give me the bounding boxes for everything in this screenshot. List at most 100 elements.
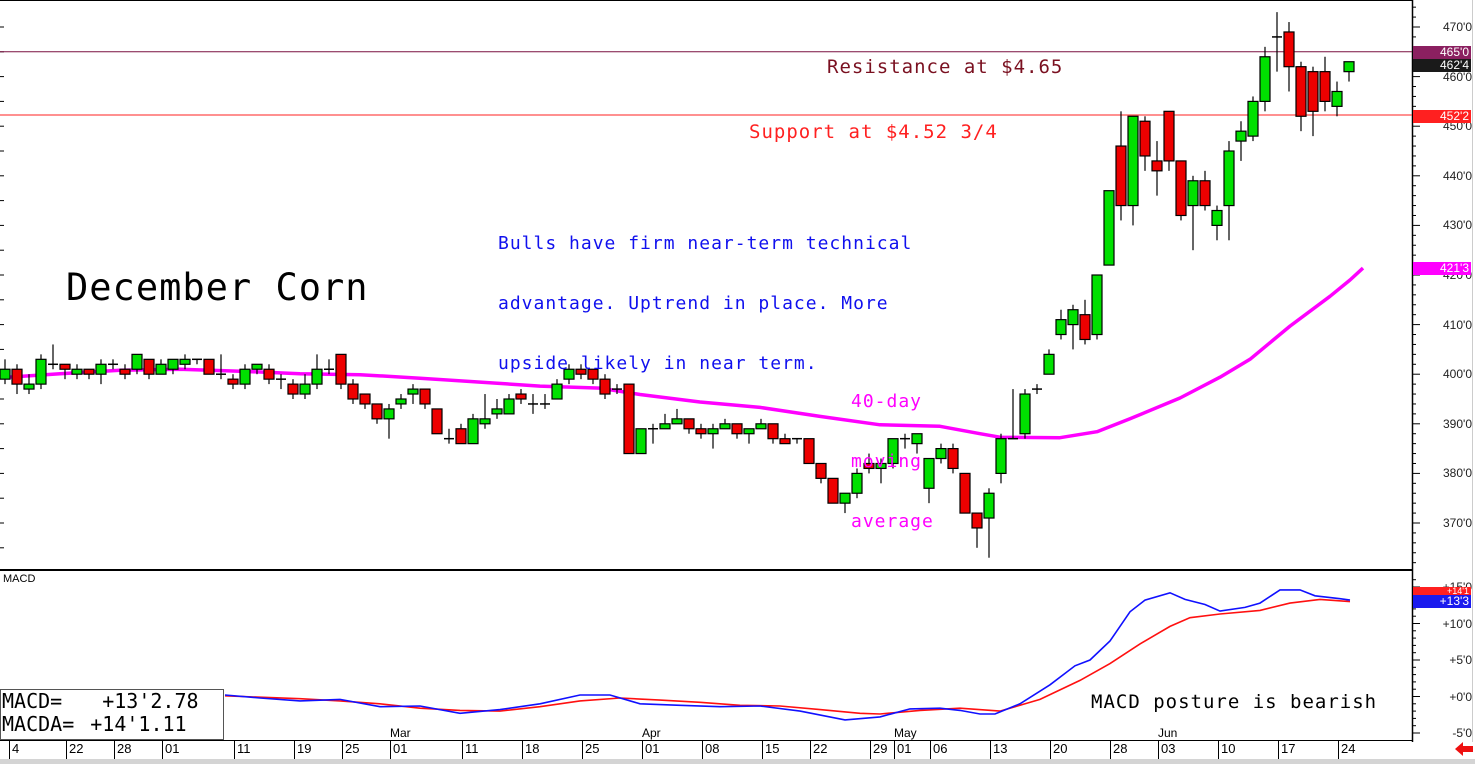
candle-down bbox=[971, 512, 983, 529]
macd-line bbox=[224, 589, 1351, 721]
candle-down bbox=[419, 388, 431, 405]
candle-down bbox=[119, 368, 131, 375]
commentary-text: Bulls have firm near-term technical adva… bbox=[498, 194, 912, 414]
date-label: 22 bbox=[813, 741, 828, 756]
date-tick bbox=[234, 741, 235, 759]
date-label: 01 bbox=[393, 741, 408, 756]
candle-up bbox=[1103, 190, 1115, 266]
candle-up bbox=[563, 368, 575, 380]
macd-readout: MACD= +13'2.78 MACDA= +14'1.11 bbox=[0, 689, 224, 740]
candle-down bbox=[827, 477, 839, 504]
date-label: 18 bbox=[525, 741, 540, 756]
last-price-tag: 462'4 bbox=[1413, 59, 1471, 72]
bottom-scrollbar[interactable] bbox=[0, 759, 1475, 764]
date-tick bbox=[114, 741, 115, 759]
candle-up bbox=[1331, 90, 1343, 107]
date-tick bbox=[810, 741, 811, 759]
ma40-price-tag: 421'3 bbox=[1413, 262, 1471, 275]
candle-down bbox=[83, 368, 95, 375]
candle-up bbox=[491, 408, 503, 415]
candle-up bbox=[1043, 353, 1055, 375]
date-tick bbox=[1110, 741, 1111, 759]
date-tick bbox=[1050, 741, 1051, 759]
candle-up bbox=[479, 418, 491, 425]
date-label: 22 bbox=[69, 741, 84, 756]
candle-down bbox=[143, 358, 155, 375]
moving-average-label: 40-day moving average bbox=[851, 352, 934, 572]
macd-axis-label: +5'0 bbox=[1449, 653, 1472, 667]
date-label: 29 bbox=[873, 741, 888, 756]
candle-up bbox=[1019, 393, 1031, 435]
candle-down bbox=[11, 368, 23, 385]
date-tick bbox=[1338, 741, 1339, 759]
commentary-line: upside likely in near term. bbox=[498, 353, 818, 374]
candle-up bbox=[707, 428, 719, 435]
date-label: 01 bbox=[645, 741, 660, 756]
macd-axis-label: +0'0 bbox=[1449, 689, 1472, 704]
month-label: Jun bbox=[1158, 726, 1178, 740]
candle-down bbox=[767, 423, 779, 440]
date-label: 4 bbox=[12, 741, 20, 756]
candle-down bbox=[803, 438, 815, 465]
candle-down bbox=[455, 428, 467, 445]
candle-up bbox=[407, 388, 419, 395]
candle-up bbox=[395, 398, 407, 405]
macda-line bbox=[224, 598, 1351, 715]
candle-down bbox=[863, 462, 875, 470]
scroll-right-arrow-icon[interactable] bbox=[1455, 742, 1473, 756]
date-label: 28 bbox=[117, 741, 132, 756]
candle-up bbox=[1343, 61, 1355, 73]
date-label: 13 bbox=[993, 741, 1008, 756]
candle-down bbox=[1151, 160, 1163, 172]
candle-up bbox=[1211, 209, 1223, 227]
candle-up bbox=[131, 353, 143, 370]
price-axis-label: 440'0 bbox=[1443, 168, 1472, 183]
candle-down bbox=[1139, 120, 1151, 157]
candle-up bbox=[887, 438, 899, 465]
date-label: 20 bbox=[1053, 741, 1068, 756]
candle-down bbox=[371, 403, 383, 420]
macd-readout-row: MACD= +13'2.78 bbox=[2, 690, 223, 713]
candle-down bbox=[1199, 180, 1211, 207]
candle-up bbox=[743, 428, 755, 435]
date-label: 01 bbox=[165, 741, 180, 756]
candle-up bbox=[0, 368, 11, 380]
price-axis-label: 410'0 bbox=[1443, 317, 1472, 332]
candle-up bbox=[551, 383, 563, 400]
candle-up bbox=[1067, 309, 1079, 326]
candle-up bbox=[179, 358, 191, 365]
date-tick bbox=[642, 741, 643, 759]
date-tick bbox=[162, 741, 163, 759]
date-tick bbox=[522, 741, 523, 759]
candle-up bbox=[671, 418, 683, 425]
candle-down bbox=[1319, 71, 1331, 102]
date-label: 19 bbox=[297, 741, 312, 756]
date-tick bbox=[1158, 741, 1159, 759]
macda-label: MACDA= bbox=[2, 712, 75, 736]
candle-down bbox=[1115, 145, 1127, 207]
date-label: 01 bbox=[897, 741, 912, 756]
macda-value-tag: +14'1 bbox=[1413, 587, 1471, 596]
date-tick bbox=[870, 741, 871, 759]
date-label: 24 bbox=[1341, 741, 1356, 756]
candle-down bbox=[203, 358, 215, 375]
macd-value-tag: +13'3 bbox=[1413, 595, 1471, 608]
candle-up bbox=[923, 457, 935, 489]
candle-up bbox=[1055, 319, 1067, 336]
candle-down bbox=[1307, 71, 1319, 112]
price-axis-label: 430'0 bbox=[1443, 218, 1472, 233]
date-tick bbox=[1278, 741, 1279, 759]
date-tick bbox=[66, 741, 67, 759]
candle-down bbox=[779, 438, 791, 445]
date-tick bbox=[462, 741, 463, 759]
candle-down bbox=[731, 423, 743, 435]
candle-up bbox=[911, 433, 923, 445]
candle-down bbox=[1295, 66, 1307, 117]
candle-up bbox=[503, 398, 515, 415]
price-axis-label: 460'0 bbox=[1443, 69, 1472, 84]
commentary-line: advantage. Uptrend in place. More bbox=[498, 293, 889, 314]
candle-up bbox=[755, 423, 767, 430]
candle-down bbox=[575, 368, 587, 375]
